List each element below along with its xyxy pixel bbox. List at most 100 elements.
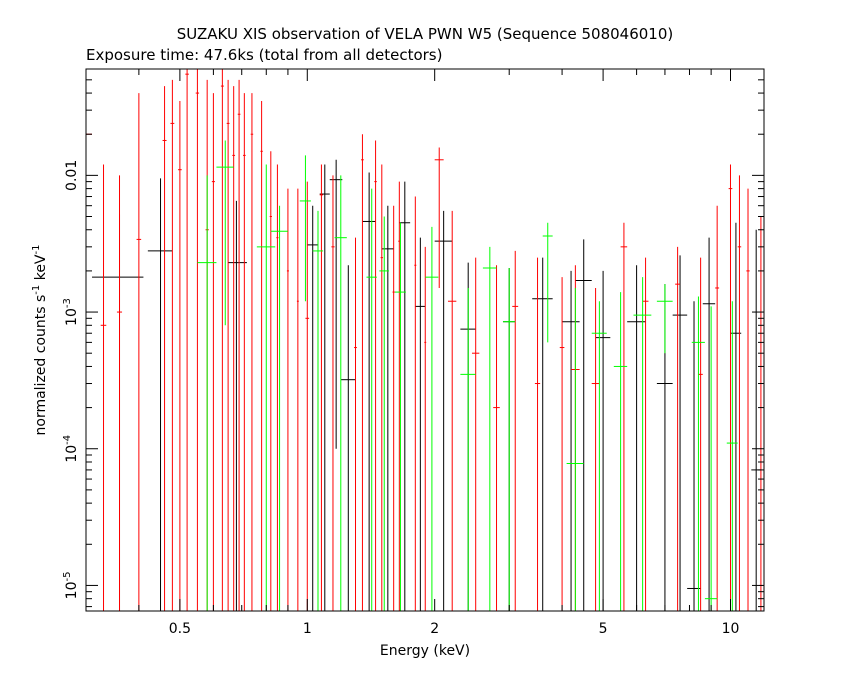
data-point	[394, 222, 406, 611]
data-point	[542, 222, 553, 343]
data-point	[299, 155, 311, 302]
data-point	[270, 205, 288, 611]
data-point	[399, 181, 411, 611]
data-point	[379, 216, 390, 611]
data-point	[220, 69, 224, 611]
x-tick-label: 0.5	[169, 621, 191, 637]
data-point	[424, 246, 427, 611]
data-point	[250, 93, 254, 611]
data-point	[226, 79, 230, 611]
data-point	[675, 246, 681, 611]
data-point	[116, 175, 123, 611]
series-1	[85, 69, 763, 611]
data-point	[256, 164, 276, 611]
data-point	[746, 188, 750, 611]
data-point	[425, 226, 439, 611]
data-point	[751, 229, 761, 611]
y-axis-label-exp1: -1	[31, 285, 42, 295]
data-point	[211, 93, 215, 611]
data-point	[434, 147, 444, 288]
y-tick-label: 10-3	[62, 298, 80, 326]
data-point	[392, 205, 395, 611]
chart-title: SUZAKU XIS observation of VELA PWN W5 (S…	[177, 25, 673, 43]
data-point	[726, 301, 738, 611]
data-point	[482, 246, 497, 611]
data-point	[575, 239, 592, 611]
data-point	[334, 175, 347, 611]
data-point	[276, 164, 279, 611]
data-point	[656, 284, 673, 354]
x-axis-label: Energy (keV)	[380, 643, 470, 659]
data-point	[170, 79, 175, 611]
data-point	[361, 134, 364, 611]
y-tick-mantissa: 10	[64, 308, 80, 326]
data-point	[415, 237, 426, 611]
data-point	[493, 265, 500, 611]
data-point	[162, 86, 167, 611]
data-point	[672, 255, 688, 611]
data-point	[305, 181, 310, 611]
data-point	[329, 159, 343, 449]
data-point	[228, 200, 247, 611]
data-point	[354, 237, 357, 611]
data-point	[447, 210, 457, 611]
y-tick-mantissa: 10	[64, 445, 80, 463]
data-point	[633, 277, 652, 611]
y-axis-label-exp2: -1	[31, 245, 42, 255]
data-point	[362, 172, 376, 611]
data-point	[307, 205, 318, 611]
data-point	[702, 237, 716, 611]
chart-subtitle: Exposure time: 47.6ks (total from all de…	[86, 46, 442, 64]
data-point	[502, 268, 516, 611]
data-point	[591, 287, 600, 611]
data-point	[100, 164, 107, 611]
data-point	[759, 216, 763, 611]
plot-frame	[85, 68, 765, 612]
y-tick-label: 10-4	[62, 435, 80, 463]
data-point	[595, 270, 611, 611]
series-2	[197, 140, 738, 611]
data-point	[374, 140, 377, 611]
data-point	[178, 100, 182, 611]
y-tick-exponent: -5	[62, 572, 73, 582]
data-point	[728, 164, 733, 611]
data-point	[434, 210, 453, 611]
x-tick-label: 10	[722, 621, 740, 637]
y-tick-exponent: -3	[62, 298, 73, 308]
data-point	[620, 222, 628, 611]
data-point	[613, 292, 628, 611]
data-point	[704, 306, 718, 611]
data-point	[534, 257, 541, 611]
data-point	[562, 270, 580, 611]
data-point	[471, 257, 480, 611]
data-point	[312, 210, 324, 611]
y-tick-mantissa: 10	[64, 582, 80, 600]
data-point	[243, 93, 246, 611]
data-point	[216, 140, 234, 326]
data-point	[512, 250, 519, 611]
data-point	[286, 188, 289, 611]
data-point	[380, 164, 384, 611]
data-point	[147, 178, 173, 611]
data-point	[185, 69, 189, 611]
data-point	[269, 151, 272, 611]
data-point	[319, 164, 324, 611]
data-point	[591, 301, 607, 611]
data-point	[715, 205, 720, 611]
data-point	[92, 214, 144, 611]
data-point	[331, 175, 335, 611]
data-point	[366, 188, 377, 611]
x-tick-label: 5	[599, 621, 608, 637]
data-point	[460, 287, 476, 611]
data-point	[559, 277, 565, 611]
y-axis-label-main: normalized counts s	[33, 295, 49, 436]
data-point	[737, 175, 742, 611]
data-point	[381, 205, 394, 611]
data-point	[532, 257, 553, 611]
data-layer	[85, 69, 763, 611]
data-point	[414, 196, 417, 611]
data-point	[691, 296, 705, 611]
x-tick-label: 1	[303, 621, 312, 637]
